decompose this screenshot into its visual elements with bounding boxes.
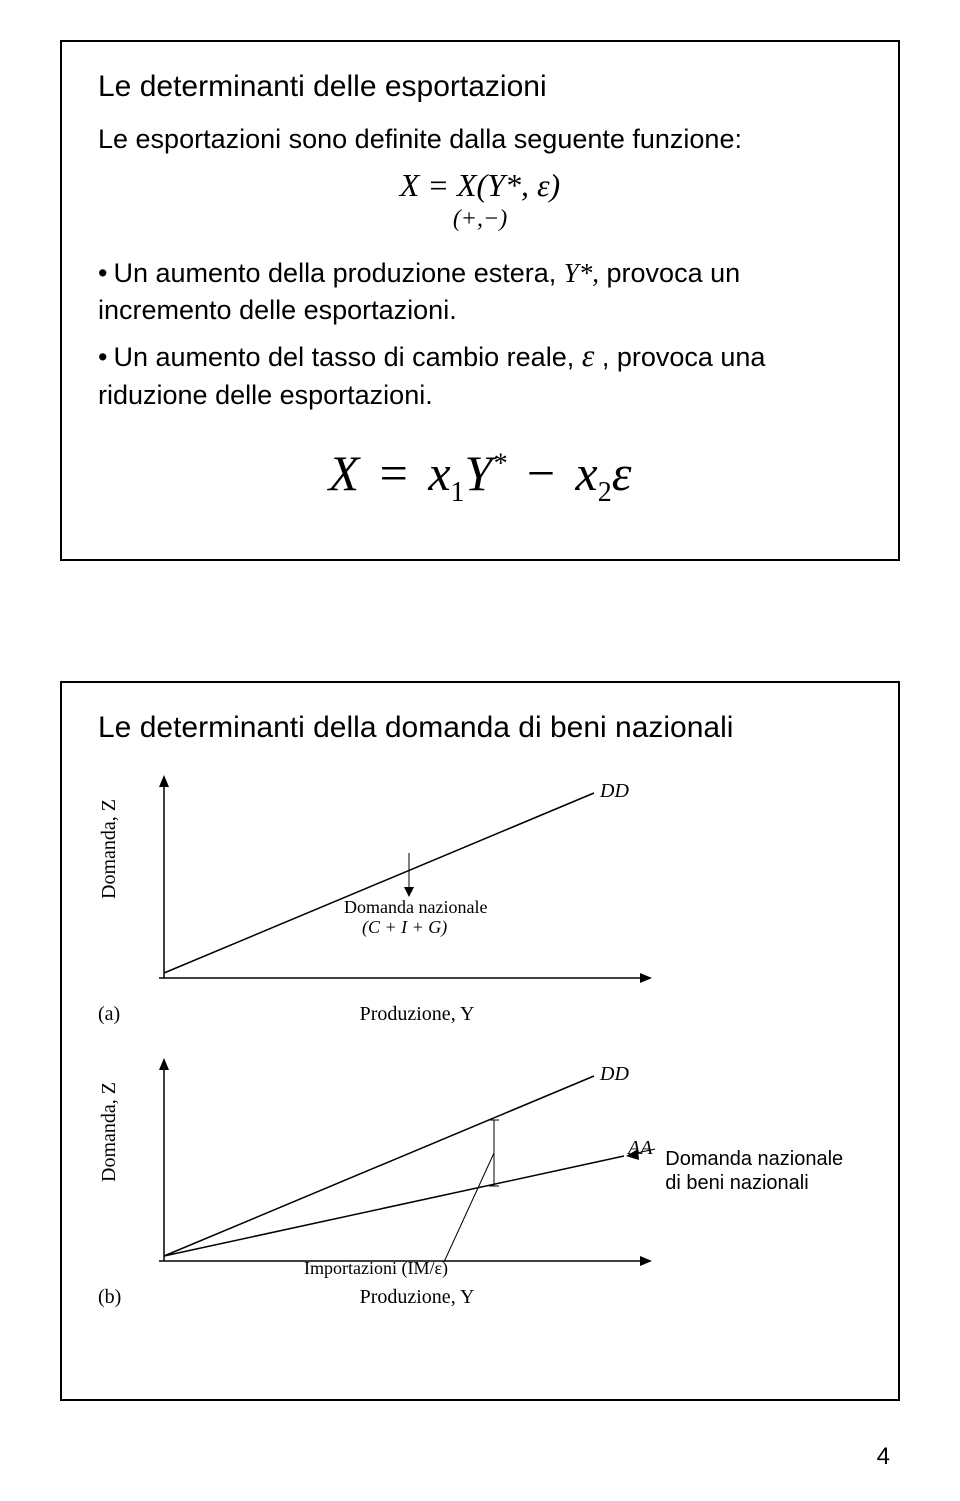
slide1-big-eq: X = x1Y* − x2ε — [98, 444, 862, 509]
bullet-dot: • — [98, 342, 107, 372]
bullet2-var: ε — [582, 337, 595, 373]
chart-a: DD Domanda nazionale(C + I + G) — [124, 773, 664, 1003]
eq-Y: Y — [465, 445, 493, 501]
bullet-dot: • — [98, 258, 107, 288]
chart-b-row: Domanda, Z DDAAImportazioni (IM/ε) Doman… — [98, 1056, 862, 1286]
bullet1-var: Y*, — [564, 258, 599, 288]
slide1-bullet2: •Un aumento del tasso di cambio reale, ε… — [98, 334, 862, 414]
slide2-title: Le determinanti della domanda di beni na… — [98, 711, 862, 745]
eq-eps: ε — [612, 445, 632, 501]
svg-text:Domanda nazionale: Domanda nazionale — [344, 897, 487, 917]
eq-x1: x — [428, 445, 450, 501]
eq-star: * — [492, 448, 506, 479]
svg-text:DD: DD — [599, 780, 629, 802]
page-number: 4 — [877, 1443, 890, 1471]
eq-sub1: 1 — [451, 477, 465, 508]
slide-2: Le determinanti della domanda di beni na… — [60, 681, 900, 1401]
panel-b-label: (b) — [98, 1286, 122, 1309]
eq-x2: x — [576, 445, 598, 501]
chart-a-ylabel: Domanda, Z — [98, 877, 120, 899]
slide1-bullet1: •Un aumento della produzione estera, Y*,… — [98, 255, 862, 328]
chart-a-row: Domanda, Z DD Domanda nazionale(C + I + G… — [98, 773, 862, 1003]
svg-text:Importazioni (IM/ε): Importazioni (IM/ε) — [304, 1258, 448, 1279]
panel-a-label: (a) — [98, 1003, 122, 1026]
slide2-charts: Domanda, Z DD Domanda nazionale(C + I + G… — [98, 773, 862, 1309]
chart-b: DDAAImportazioni (IM/ε) — [124, 1056, 655, 1286]
eq-minus: − — [527, 445, 555, 501]
eq1-main: X = X(Y*, ε) — [98, 167, 862, 204]
svg-text:DD: DD — [599, 1063, 629, 1085]
chart-a-xlabel: Produzione, Y — [172, 1003, 662, 1026]
eq-X: X — [329, 445, 360, 501]
slide1-title: Le determinanti delle esportazioni — [98, 70, 862, 104]
chart-b-xlabel: Produzione, Y — [172, 1286, 662, 1309]
bullet2-pre: Un aumento del tasso di cambio reale, — [113, 342, 581, 372]
bullet1-pre: Un aumento della produzione estera, — [113, 258, 563, 288]
eq-sub2: 2 — [598, 477, 612, 508]
slide1-eq1: X = X(Y*, ε) (+,−) — [98, 167, 862, 233]
slide-1: Le determinanti delle esportazioni Le es… — [60, 40, 900, 561]
chart-b-ylabel: Domanda, Z — [98, 1160, 120, 1182]
eq-equals: = — [380, 445, 408, 501]
eq1-signs: (+,−) — [98, 206, 862, 233]
svg-text:(C + I + G): (C + I + G) — [362, 917, 447, 938]
slide1-intro: Le esportazioni sono definite dalla segu… — [98, 122, 862, 157]
chart-b-annotation: Domanda nazionale di beni nazionali — [665, 1147, 862, 1195]
